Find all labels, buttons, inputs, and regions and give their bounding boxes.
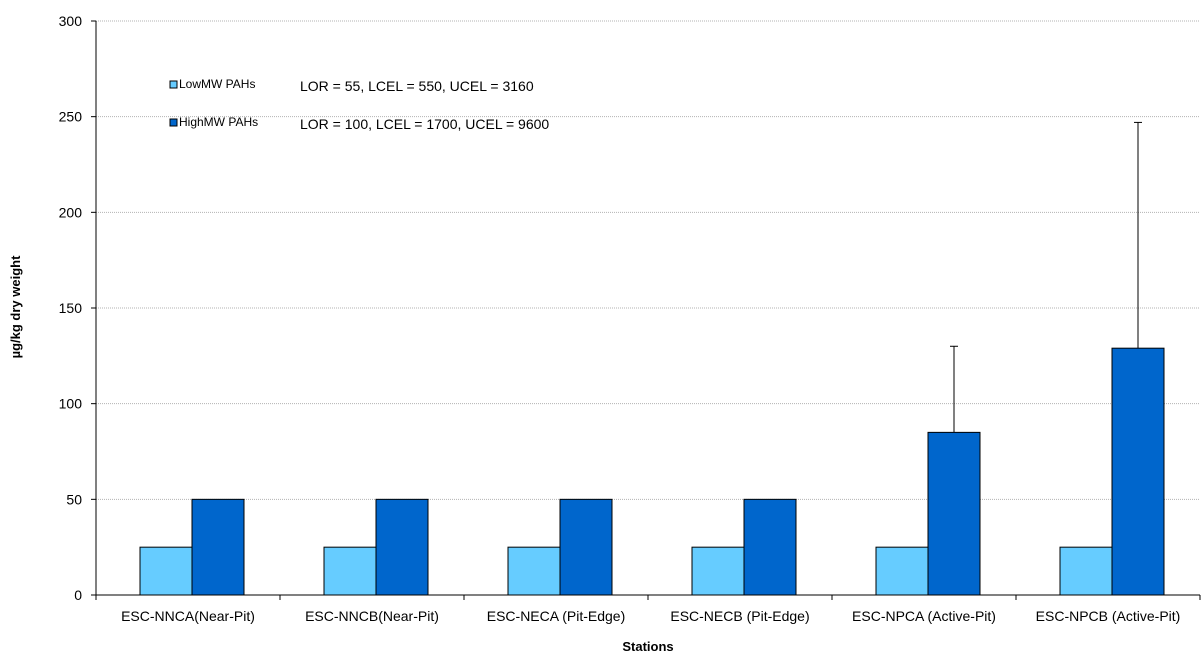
y-tick-label: 100 xyxy=(59,396,83,412)
gridlines xyxy=(96,20,1200,500)
bar-highmw xyxy=(743,498,797,596)
y-axis-title: µg/kg dry weight xyxy=(8,255,23,359)
bar-highmw xyxy=(1111,347,1165,596)
y-tick-label: 250 xyxy=(59,109,83,125)
bars xyxy=(139,121,1165,596)
bar-lowmw xyxy=(507,546,561,596)
bar-highmw xyxy=(375,498,429,596)
x-tick-label: ESC-NPCA (Active-Pit) xyxy=(852,608,996,624)
legend-label: HighMW PAHs xyxy=(179,115,258,129)
bar-highmw xyxy=(927,431,981,596)
y-tick-label: 50 xyxy=(66,491,82,507)
axes xyxy=(91,20,1201,600)
bar-lowmw xyxy=(691,546,745,596)
legend: LowMW PAHs LOR = 55, LCEL = 550, UCEL = 3… xyxy=(169,77,549,132)
bar-lowmw xyxy=(875,546,929,596)
bar-lowmw xyxy=(1059,546,1113,596)
x-axis-title: Stations xyxy=(622,639,673,654)
limits-annotation: LOR = 55, LCEL = 550, UCEL = 3160 xyxy=(300,78,534,94)
y-tick-label: 200 xyxy=(59,204,83,220)
bar-lowmw xyxy=(139,546,193,596)
tick-labels: 0 50 100 150 200 250 300 ESC-NNCA(Near-Pit) ESC-… xyxy=(59,13,1181,624)
x-tick-label: ESC-NECB (Pit-Edge) xyxy=(670,608,809,624)
legend-swatch xyxy=(169,80,178,89)
x-tick-label: ESC-NNCB(Near-Pit) xyxy=(305,608,439,624)
bar-highmw xyxy=(191,498,245,596)
bar-lowmw xyxy=(323,546,377,596)
x-tick-label: ESC-NECA (Pit-Edge) xyxy=(487,608,625,624)
limits-annotation: LOR = 100, LCEL = 1700, UCEL = 9600 xyxy=(300,116,549,132)
bar-highmw xyxy=(559,498,613,596)
x-tick-label: ESC-NPCB (Active-Pit) xyxy=(1036,608,1181,624)
y-tick-label: 300 xyxy=(59,13,83,29)
x-tick-label: ESC-NNCA(Near-Pit) xyxy=(121,608,255,624)
legend-swatch xyxy=(169,118,178,127)
y-tick-label: 0 xyxy=(74,587,82,603)
y-tick-label: 150 xyxy=(59,300,83,316)
legend-label: LowMW PAHs xyxy=(179,77,255,91)
